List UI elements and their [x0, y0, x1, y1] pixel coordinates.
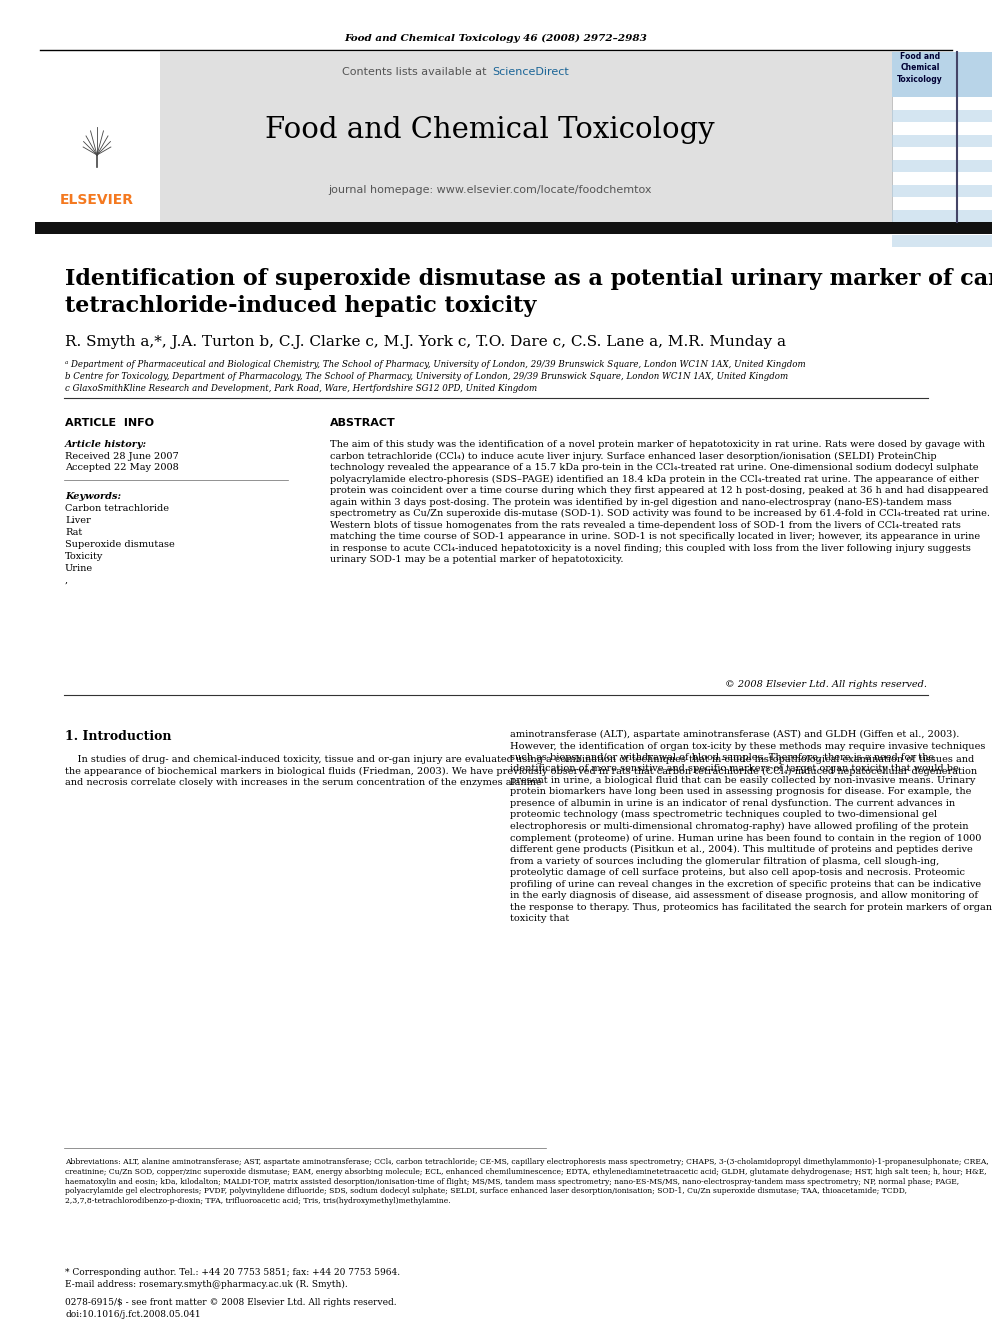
- Text: Toxicity: Toxicity: [65, 552, 103, 561]
- Text: ScienceDirect: ScienceDirect: [492, 67, 568, 77]
- Text: Food and Chemical Toxicology: Food and Chemical Toxicology: [265, 116, 715, 144]
- Bar: [892, 210, 992, 222]
- Text: journal homepage: www.elsevier.com/locate/foodchemtox: journal homepage: www.elsevier.com/locat…: [328, 185, 652, 194]
- Bar: [35, 52, 160, 222]
- Bar: [892, 160, 992, 172]
- Text: E-mail address: rosemary.smyth@pharmacy.ac.uk (R. Smyth).: E-mail address: rosemary.smyth@pharmacy.…: [65, 1279, 348, 1289]
- Text: ARTICLE  INFO: ARTICLE INFO: [65, 418, 154, 429]
- Text: ,: ,: [65, 576, 68, 585]
- Text: Rat: Rat: [65, 528, 82, 537]
- Text: The aim of this study was the identification of a novel protein marker of hepato: The aim of this study was the identifica…: [330, 441, 990, 564]
- Text: Received 28 June 2007: Received 28 June 2007: [65, 452, 179, 460]
- Text: R. Smyth a,*, J.A. Turton b, C.J. Clarke c, M.J. York c, T.O. Dare c, C.S. Lane : R. Smyth a,*, J.A. Turton b, C.J. Clarke…: [65, 335, 786, 349]
- Text: Identification of superoxide dismutase as a potential urinary marker of carbon
t: Identification of superoxide dismutase a…: [65, 269, 992, 318]
- Bar: [892, 235, 992, 247]
- Bar: [892, 185, 992, 197]
- Text: aminotransferase (ALT), aspartate aminotransferase (AST) and GLDH (Giffen et al.: aminotransferase (ALT), aspartate aminot…: [510, 730, 992, 923]
- Text: doi:10.1016/j.fct.2008.05.041: doi:10.1016/j.fct.2008.05.041: [65, 1310, 200, 1319]
- Text: 1. Introduction: 1. Introduction: [65, 730, 172, 744]
- Text: Superoxide dismutase: Superoxide dismutase: [65, 540, 175, 549]
- Text: Liver: Liver: [65, 516, 90, 525]
- Text: b Centre for Toxicology, Department of Pharmacology, The School of Pharmacy, Uni: b Centre for Toxicology, Department of P…: [65, 372, 788, 381]
- Text: Keywords:: Keywords:: [65, 492, 121, 501]
- Text: Food and Chemical Toxicology 46 (2008) 2972–2983: Food and Chemical Toxicology 46 (2008) 2…: [344, 33, 648, 42]
- Bar: [892, 52, 992, 97]
- Text: Food and
Chemical
Toxicology: Food and Chemical Toxicology: [897, 52, 942, 85]
- Bar: [892, 135, 992, 147]
- Bar: [892, 110, 992, 122]
- Text: Accepted 22 May 2008: Accepted 22 May 2008: [65, 463, 179, 472]
- Text: ELSEVIER: ELSEVIER: [60, 193, 134, 206]
- Text: Contents lists available at: Contents lists available at: [342, 67, 490, 77]
- Bar: [892, 52, 992, 222]
- Text: Abbreviations: ALT, alanine aminotransferase; AST, aspartate aminotransferase; C: Abbreviations: ALT, alanine aminotransfe…: [65, 1158, 989, 1205]
- Text: ABSTRACT: ABSTRACT: [330, 418, 396, 429]
- Text: * Corresponding author. Tel.: +44 20 7753 5851; fax: +44 20 7753 5964.: * Corresponding author. Tel.: +44 20 775…: [65, 1267, 400, 1277]
- Text: ᵃ Department of Pharmaceutical and Biological Chemistry, The School of Pharmacy,: ᵃ Department of Pharmaceutical and Biolo…: [65, 360, 806, 369]
- Bar: [35, 52, 892, 222]
- Text: © 2008 Elsevier Ltd. All rights reserved.: © 2008 Elsevier Ltd. All rights reserved…: [725, 680, 927, 689]
- Text: Carbon tetrachloride: Carbon tetrachloride: [65, 504, 169, 513]
- Text: Urine: Urine: [65, 564, 93, 573]
- Text: Article history:: Article history:: [65, 441, 147, 448]
- Text: c GlaxoSmithKline Research and Development, Park Road, Ware, Hertfordshire SG12 : c GlaxoSmithKline Research and Developme…: [65, 384, 537, 393]
- Bar: [35, 222, 992, 234]
- Text: 0278-6915/$ - see front matter © 2008 Elsevier Ltd. All rights reserved.: 0278-6915/$ - see front matter © 2008 El…: [65, 1298, 397, 1307]
- Text: In studies of drug- and chemical-induced toxicity, tissue and or-gan injury are : In studies of drug- and chemical-induced…: [65, 755, 977, 787]
